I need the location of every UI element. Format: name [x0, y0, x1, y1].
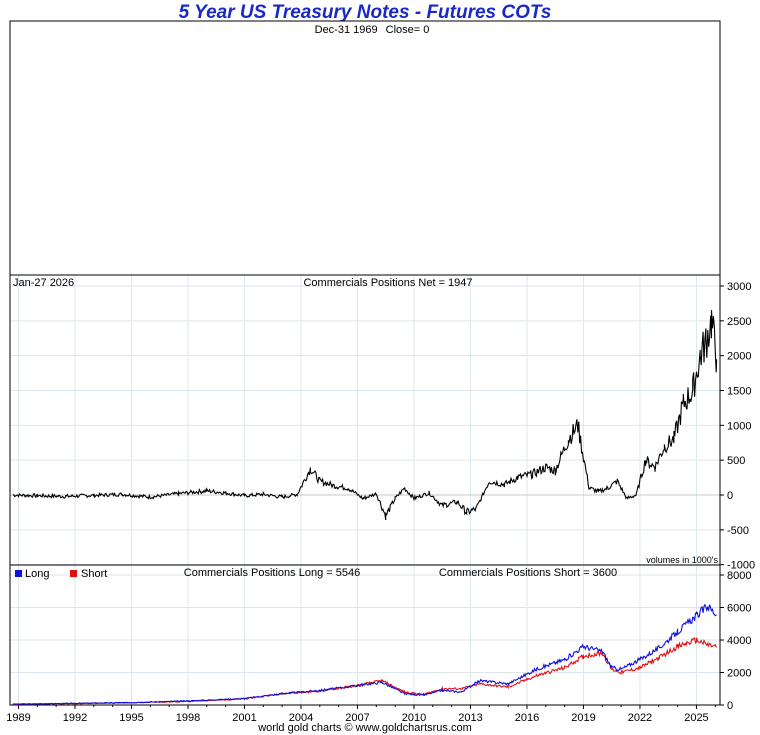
net-y-tick-label: 1500	[727, 386, 751, 398]
ls-y-tick-label: 8000	[727, 570, 751, 582]
legend-long-swatch	[15, 570, 22, 577]
x-tick-label: 2001	[232, 712, 256, 724]
net-grid	[10, 275, 720, 566]
net-y-tick-label: 0	[727, 490, 733, 502]
x-tick-label: 2022	[628, 712, 652, 724]
legend-short-swatch	[70, 570, 77, 577]
x-tick-label: 1992	[63, 712, 87, 724]
x-tick-label: 2013	[458, 712, 482, 724]
short-series-line	[12, 637, 717, 705]
net-y-tick-label: 2500	[727, 316, 751, 328]
legend-short-label: Short	[81, 568, 107, 580]
footer-credit: world gold charts © www.goldchartsrus.co…	[258, 722, 472, 734]
ls-y-tick-label: 0	[727, 700, 733, 712]
legend-long-label: Long	[25, 568, 49, 580]
net-y-tick-label: 1000	[727, 420, 751, 432]
net-y-tick-label: 500	[727, 455, 745, 467]
short-title: Commercials Positions Short = 3600	[439, 567, 617, 579]
net-y-axis: -1000 -500 0 500 1000 1500 2000 2500 3000	[720, 281, 755, 572]
long-series-line	[12, 603, 717, 706]
chart-title: 5 Year US Treasury Notes - Futures COTs	[178, 2, 552, 23]
net-series-line	[12, 310, 718, 521]
long-title: Commercials Positions Long = 5546	[184, 567, 360, 579]
x-tick-label: 2007	[345, 712, 369, 724]
long-short-y-axis: 0 2000 4000 6000 8000	[720, 570, 751, 712]
long-short-panel-frame	[9, 564, 721, 706]
price-header: Dec-31 1969 Close= 0	[315, 24, 430, 36]
x-tick-label: 2010	[402, 712, 426, 724]
net-y-tick-label: -1000	[727, 560, 755, 572]
price-panel: Dec-31 1969 Close= 0	[9, 20, 721, 276]
net-series	[12, 310, 718, 521]
x-tick-label: 1998	[176, 712, 200, 724]
x-tick-label: 2025	[684, 712, 708, 724]
x-tick-label: 2019	[571, 712, 595, 724]
net-panel-frame	[9, 274, 721, 566]
ls-y-tick-label: 6000	[727, 603, 751, 615]
x-tick-label: 2016	[515, 712, 539, 724]
price-header-date: Dec-31 1969	[315, 24, 378, 36]
ls-y-tick-label: 2000	[727, 668, 751, 680]
legend: Long Short	[15, 568, 107, 580]
price-header-value: Close= 0	[386, 24, 430, 36]
price-panel-frame	[9, 20, 721, 276]
net-y-tick-label: 2000	[727, 351, 751, 363]
x-axis: 1989 1992 1995 1998 2001 2004 2007 2010 2013 2016…	[6, 705, 716, 724]
net-panel: Jan-27 2026 Commercials Positions Net = …	[9, 274, 755, 572]
x-tick-label: 1995	[119, 712, 143, 724]
x-tick-label: 2004	[289, 712, 313, 724]
net-y-tick-label: -500	[727, 525, 749, 537]
long-short-panel: Long Short Commercials Positions Long = …	[6, 564, 751, 724]
net-date-label: Jan-27 2026	[13, 277, 74, 289]
long-short-series	[12, 603, 717, 706]
net-y-tick-label: 3000	[727, 281, 751, 293]
units-note: volumes in 1000's	[646, 555, 718, 565]
ls-y-tick-label: 4000	[727, 635, 751, 647]
net-title: Commercials Positions Net = 1947	[303, 277, 472, 289]
x-tick-label: 1989	[6, 712, 30, 724]
